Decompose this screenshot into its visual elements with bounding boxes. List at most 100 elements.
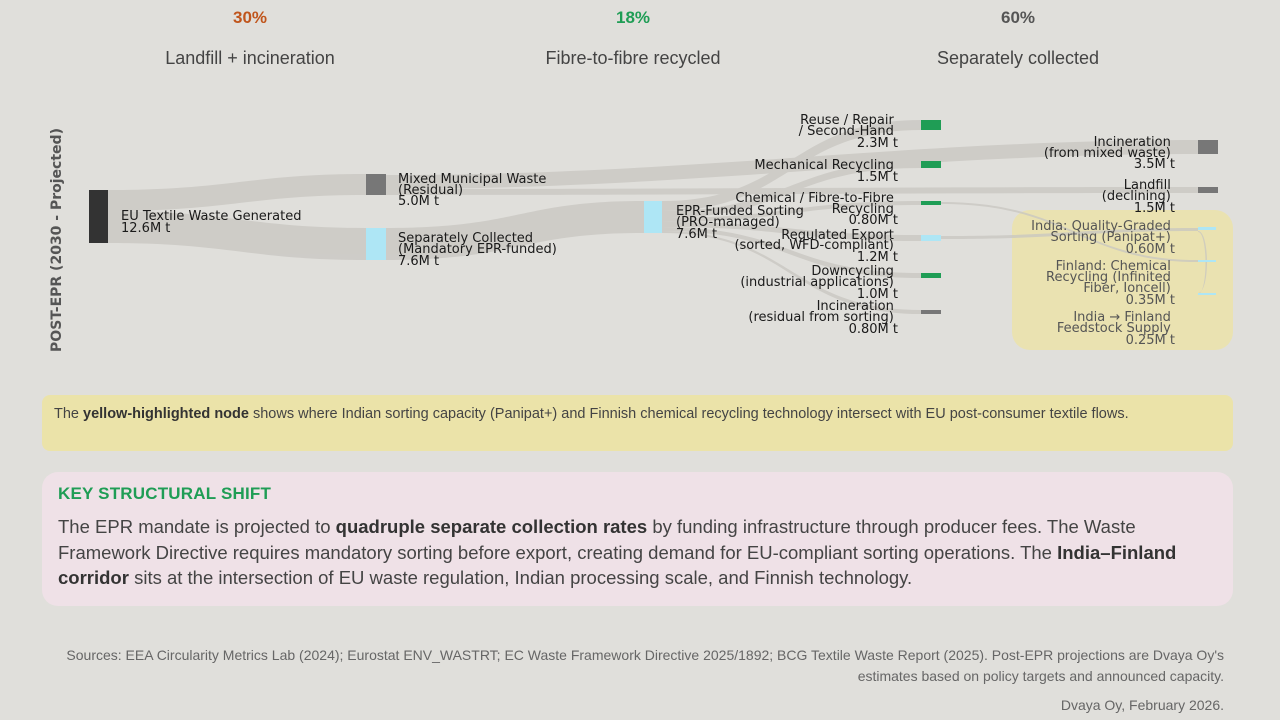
label-line: Feedstock Supply [1057,321,1171,336]
label-line: 12.6M t [121,221,170,236]
node-down [921,273,941,278]
label-line: (Mandatory EPR-funded) [398,242,557,257]
flow-collected-sorting [386,201,644,260]
label-reuse: Reuse / Repair / Second-Hand 2.3M t [799,113,898,151]
label-line: 1.0M t [857,287,898,302]
label-line: Mechanical Recycling [754,158,893,173]
shift-text: sits at the intersection of EU waste reg… [128,567,913,588]
label-export: Regulated Export (sorted, WFD-compliant)… [734,228,898,265]
node-generated [89,190,108,243]
label-chem: Chemical / Fibre-to-Fibre Recycling 0.80… [735,191,898,228]
label-line: Sorting (Panipat+) [1051,230,1171,245]
label-line: 2.3M t [857,136,898,151]
stat-value: 18% [615,8,651,27]
sankey-diagram: POST-EPR (2030 - Projected) EU Textile W… [49,113,1233,352]
label-feed: India → Finland Feedstock Supply 0.25M t [1057,310,1175,348]
label-incsort: Incineration (residual from sorting) 0.8… [748,299,898,337]
label-line: Landfill [1124,178,1171,193]
stat-separately-collected: 60% Separately collected [868,8,1168,69]
flow-sorting-incineration [662,231,921,314]
label-collected: Separately Collected (Mandatory EPR-fund… [398,231,561,269]
label-line: 0.25M t [1126,333,1175,348]
key-shift-title: KEY STRUCTURAL SHIFT [58,484,272,503]
label-line: (industrial applications) [740,275,894,290]
label-line: (Residual) [398,183,463,198]
stat-value: 30% [232,8,268,27]
axis-label: POST-EPR (2030 - Projected) [49,128,65,352]
label-line: Downcycling [811,264,894,279]
flow-sorting-chem [662,201,921,222]
shift-bold: India–Finland corridor [58,541,1177,589]
label-mixed: Mixed Municipal Waste (Residual) 5.0M t [398,172,551,209]
label-line: (PRO-managed) [676,215,780,230]
node-landfill [1198,187,1218,193]
flow-sorting-reuse [662,120,921,211]
node-incsort [921,310,941,314]
label-line: Incineration [817,299,894,314]
stat-landfill: 30% Landfill + incineration [100,8,400,69]
node-india [1198,227,1216,230]
node-mech [921,161,941,168]
credit-note: Dvaya Oy, February 2026. [1060,697,1224,713]
flow-generated-collected [108,211,366,260]
label-line: 0.80M t [849,213,898,228]
label-line: Reuse / Repair [800,113,894,128]
flow-generated-mixed [108,174,366,211]
label-line: Recycling [832,202,894,217]
node-chem [921,201,941,205]
label-sorting: EPR-Funded Sorting (PRO-managed) 7.6M t [676,204,808,242]
callout-bold: yellow-highlighted node [83,406,249,422]
label-line: 0.60M t [1126,242,1175,257]
key-shift-box: KEY STRUCTURAL SHIFT The EPR mandate is … [42,472,1233,606]
label-line: Mixed Municipal Waste [398,172,546,187]
node-incmix [1198,140,1218,154]
node-export [921,235,941,241]
shift-text: The EPR mandate is projected to [58,516,336,537]
label-line: Finland: Chemical [1056,259,1171,274]
flows [108,120,1207,314]
label-line: India: Quality-Graded [1031,219,1171,234]
label-line: 3.5M t [1134,157,1175,172]
label-line: Recycling (Infinited [1046,270,1171,285]
label-generated: EU Textile Waste Generated 12.6M t [121,209,306,236]
label-line: 1.5M t [857,170,898,185]
label-line: India → Finland [1073,310,1171,325]
stat-label: Landfill + incineration [165,48,335,68]
flow-india-feed [1198,231,1207,294]
label-line: Incineration [1094,135,1171,150]
label-line: 0.80M t [849,322,898,337]
label-line: (from mixed waste) [1044,146,1171,161]
label-line: Separately Collected [398,231,533,246]
stat-label: Separately collected [936,48,1100,68]
label-landfill: Landfill (declining) 1.5M t [1102,178,1175,216]
key-shift-body: The EPR mandate is projected to quadrupl… [58,514,1217,591]
label-line: 1.5M t [1134,201,1175,216]
label-finland: Finland: Chemical Recycling (Infinited F… [1046,259,1175,308]
node-reuse [921,120,941,130]
label-mech: Mechanical Recycling 1.5M t [754,158,898,185]
node-feed [1198,293,1216,295]
shift-text: by funding infrastructure through produc… [58,516,1136,563]
label-incmix: Incineration (from mixed waste) 3.5M t [1044,135,1175,172]
label-line: (residual from sorting) [748,310,893,325]
label-line: EU Textile Waste Generated [121,209,301,224]
node-finland [1198,260,1216,262]
label-down: Downcycling (industrial applications) 1.… [740,264,898,302]
sources-note: Sources: EEA Circularity Metrics Lab (20… [66,647,1224,684]
label-line: 1.2M t [857,250,898,265]
node-collected [366,228,386,260]
label-line: Fiber, Ioncell) [1083,281,1170,296]
label-line: (declining) [1102,189,1171,204]
label-line: 0.35M t [1126,293,1175,308]
flow-sorting-down [662,227,921,278]
label-line: Regulated Export [781,228,894,243]
stat-value: 60% [1000,8,1036,27]
label-line: (sorted, WFD-compliant) [734,238,893,253]
flow-sorting-mech [662,161,921,218]
label-line: Chemical / Fibre-to-Fibre [735,191,894,206]
node-mixed [366,174,386,195]
label-line: EPR-Funded Sorting [676,204,804,219]
flow-sorting-export [662,222,921,241]
stat-fibre-recycled: 18% Fibre-to-fibre recycled [483,8,783,69]
label-line: / Second-Hand [799,124,894,139]
